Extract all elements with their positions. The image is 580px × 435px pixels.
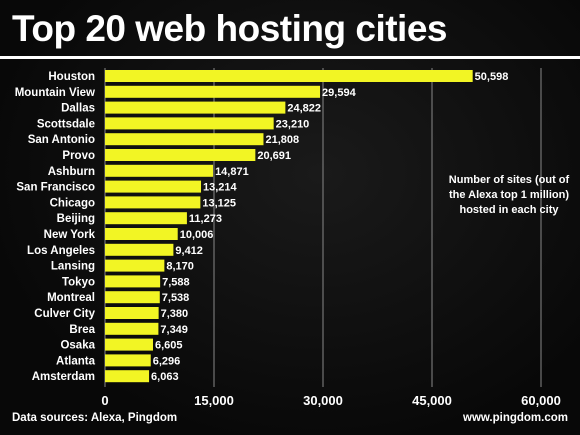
- chart-annotation: Number of sites (out of the Alexa top 1 …: [448, 174, 570, 216]
- bar: [105, 180, 202, 193]
- bar: [105, 243, 174, 256]
- bar: [105, 196, 201, 209]
- value-label: 6,296: [153, 355, 181, 367]
- category-label: Lansing: [51, 261, 95, 273]
- bar: [105, 117, 274, 130]
- value-label: 11,273: [189, 213, 222, 225]
- bar: [105, 354, 151, 367]
- category-label: Ashburn: [48, 166, 95, 178]
- value-label: 20,691: [257, 150, 291, 162]
- x-tick-label: 30,000: [303, 393, 343, 408]
- category-label: Los Angeles: [27, 245, 95, 257]
- value-label: 13,125: [202, 197, 236, 209]
- category-label: Culver City: [34, 308, 95, 320]
- value-label: 14,871: [215, 166, 249, 178]
- value-label: 6,605: [155, 340, 183, 352]
- value-label: 7,538: [162, 292, 190, 304]
- value-label: 6,063: [151, 371, 179, 383]
- bar: [105, 164, 214, 177]
- category-label: Chicago: [50, 197, 95, 209]
- bar: [105, 259, 165, 272]
- bar: [105, 70, 473, 82]
- value-label: 21,808: [265, 134, 299, 146]
- data-source-note: Data sources: Alexa, Pingdom: [12, 412, 178, 424]
- value-label: 9,412: [175, 245, 203, 257]
- bar: [105, 291, 160, 304]
- value-label: 13,214: [203, 182, 238, 194]
- bar: [105, 370, 150, 383]
- labels: Houston 50,598 Mountain View 29,594 Dallas 24…: [15, 71, 561, 408]
- value-label: 50,598: [475, 71, 509, 83]
- value-label: 7,380: [161, 308, 189, 320]
- category-label: Montreal: [47, 292, 95, 304]
- category-label: Brea: [69, 324, 95, 336]
- bar: [105, 228, 178, 240]
- value-label: 24,822: [287, 103, 321, 115]
- site-credit: www.pingdom.com: [463, 412, 568, 424]
- category-label: Houston: [48, 71, 95, 83]
- category-label: Osaka: [60, 340, 95, 352]
- bars: [105, 70, 473, 383]
- category-label: Amsterdam: [32, 371, 95, 383]
- bar: [105, 133, 264, 146]
- category-label: Dallas: [61, 103, 95, 115]
- bar: [105, 322, 159, 335]
- category-label: Scottsdale: [37, 118, 95, 130]
- category-label: Atlanta: [56, 355, 96, 367]
- x-tick-label: 45,000: [412, 393, 452, 408]
- x-tick-label: 0: [101, 393, 108, 408]
- category-label: Beijing: [57, 213, 95, 225]
- bar: [105, 212, 187, 225]
- category-label: Mountain View: [15, 87, 95, 99]
- bar: [105, 85, 321, 98]
- value-label: 7,349: [160, 324, 188, 336]
- value-label: 23,210: [276, 118, 310, 130]
- bar: [105, 101, 286, 114]
- x-tick-label: 15,000: [194, 393, 234, 408]
- bar: [105, 307, 159, 319]
- bar: [105, 275, 161, 288]
- bar: [105, 338, 153, 351]
- value-label: 7,588: [162, 276, 190, 288]
- x-tick-label: 60,000: [521, 393, 561, 408]
- bar: [105, 149, 256, 161]
- value-label: 29,594: [322, 87, 357, 99]
- category-label: Provo: [62, 150, 95, 162]
- category-label: San Francisco: [16, 182, 95, 194]
- gridlines: [104, 68, 542, 387]
- value-label: 8,170: [166, 261, 194, 273]
- category-label: New York: [44, 229, 96, 241]
- chart-title: Top 20 web hosting cities: [12, 8, 448, 49]
- title-divider: [0, 56, 580, 59]
- category-label: San Antonio: [28, 134, 95, 146]
- category-label: Tokyo: [62, 276, 95, 288]
- value-label: 10,006: [180, 229, 214, 241]
